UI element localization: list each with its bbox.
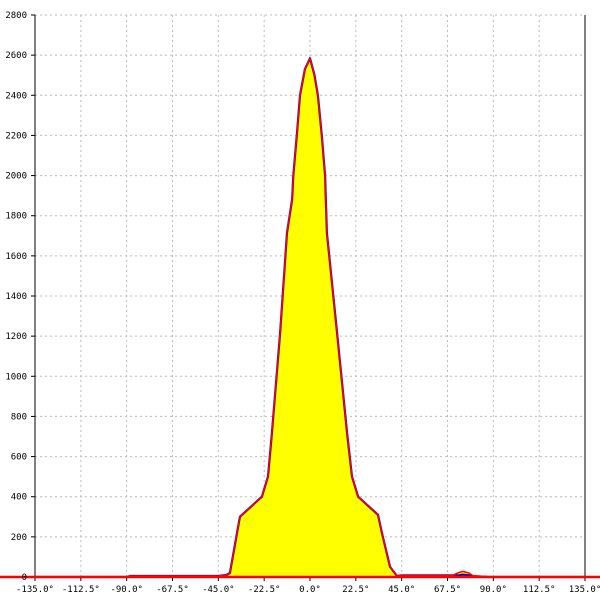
area-fill [35,58,585,577]
x-tick-label: -90.0° [110,585,143,595]
y-tick-label: 2600 [5,51,27,61]
y-tick-label: 2200 [5,131,27,141]
x-tick-label: 0.0° [299,585,321,595]
y-tick-label: 400 [11,493,27,503]
x-tick-label: -112.5° [62,585,100,595]
y-tick-label: 1000 [5,372,27,382]
y-tick-label: 2000 [5,172,27,182]
x-tick-label: -45.0° [202,585,235,595]
x-tick-label: 45.0° [388,585,415,595]
y-tick-label: 0 [22,573,27,583]
y-tick-label: 600 [11,453,27,463]
series-line-red [35,57,585,578]
y-tick-label: 1600 [5,252,27,262]
y-tick-label: 1400 [5,292,27,302]
x-tick-label: 112.5° [523,585,556,595]
x-tick-label: 135.0° [569,585,600,595]
x-tick-label: 22.5° [342,585,369,595]
x-tick-label: -67.5° [156,585,189,595]
axes [0,14,600,581]
x-tick-label: 67.5° [434,585,461,595]
x-tick-label: -135.0° [16,585,54,595]
y-tick-label: 200 [11,533,27,543]
tick-labels: -135.0° -112.5° -90.0° -67.5° -45.0° -22.5° 0.… [5,11,600,595]
y-tick-label: 1800 [5,212,27,222]
y-tick-label: 2400 [5,91,27,101]
y-tick-label: 2800 [5,11,27,21]
y-tick-label: 1200 [5,332,27,342]
x-tick-label: -22.5° [248,585,281,595]
y-tick-label: 800 [11,412,27,422]
plot-area [35,57,585,579]
x-tick-label: 90.0° [480,585,507,595]
